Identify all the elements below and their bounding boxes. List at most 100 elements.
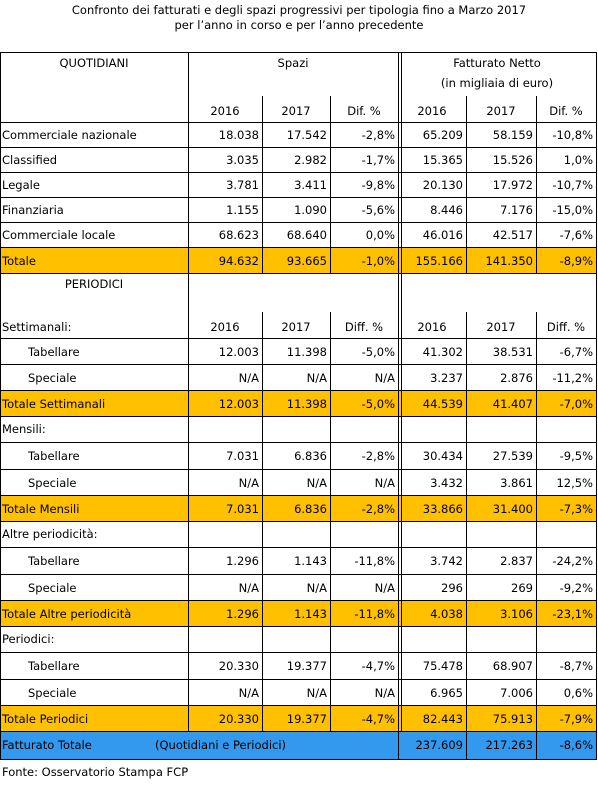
group-label: Altre periodicità:	[2, 527, 98, 541]
cell-value: 15.526	[492, 153, 533, 167]
table-cell	[536, 390, 597, 417]
table-cell	[262, 626, 331, 653]
cell-value: 0,6%	[563, 686, 593, 700]
table-cell	[188, 626, 263, 653]
column-header: Dif. %	[549, 104, 583, 118]
table-cell	[536, 600, 597, 627]
cell-value: -1,0%	[361, 254, 395, 268]
cell-value: 68.623	[218, 228, 259, 242]
cell-value: 3.742	[430, 554, 463, 568]
table-cell	[466, 416, 537, 443]
column-divider	[536, 96, 537, 122]
cell-value: 296	[441, 581, 463, 595]
section-header: QUOTIDIANI	[59, 56, 129, 70]
cell-value: 68.907	[492, 659, 533, 673]
cell-value: 3.861	[500, 476, 533, 490]
row-label: Commerciale locale	[2, 228, 116, 242]
cell-value: 82.443	[422, 712, 463, 726]
column-divider	[330, 312, 331, 338]
cell-value: N/A	[306, 686, 327, 700]
cell-value: 3.106	[500, 607, 533, 621]
cell-value: N/A	[374, 476, 395, 490]
table-cell	[262, 521, 331, 548]
cell-value: 20.330	[218, 659, 259, 673]
cell-value: 12.003	[218, 397, 259, 411]
table-cell	[398, 416, 467, 443]
cell-value: 41.302	[422, 345, 463, 359]
cell-value: N/A	[238, 581, 259, 595]
table-cell	[466, 626, 537, 653]
row-label: Finanziaria	[2, 203, 64, 217]
cell-value: 11.398	[286, 345, 327, 359]
cell-value: 6.836	[294, 502, 327, 516]
table-cell	[262, 416, 331, 443]
cell-value: 3.035	[226, 153, 259, 167]
cell-value: 75.478	[422, 659, 463, 673]
column-divider	[466, 312, 467, 338]
cell-value: -5,6%	[361, 203, 395, 217]
cell-value: -6,7%	[559, 345, 593, 359]
table-cell	[536, 626, 597, 653]
cell-value: 3.432	[430, 476, 463, 490]
cell-value: N/A	[238, 476, 259, 490]
table-cell	[536, 705, 597, 732]
table-cell	[188, 521, 263, 548]
total-label: Totale Periodici	[2, 712, 89, 726]
cell-value: -24,2%	[552, 554, 593, 568]
column-header: 2016	[417, 320, 447, 334]
row-label: Speciale	[28, 686, 77, 700]
cell-value: 18.038	[218, 128, 259, 142]
cell-value: 237.609	[415, 738, 463, 752]
cell-value: 1.296	[226, 607, 259, 621]
cell-value: 6.836	[294, 449, 327, 463]
total-label: Totale	[2, 254, 36, 268]
row-label: Speciale	[28, 476, 77, 490]
cell-value: 1.296	[226, 554, 259, 568]
cell-value: 41.407	[492, 397, 533, 411]
table-cell	[466, 731, 537, 760]
cell-value: -11,8%	[354, 607, 395, 621]
cell-value: N/A	[306, 476, 327, 490]
column-header: 2016	[210, 320, 240, 334]
cell-value: 19.377	[286, 659, 327, 673]
table-cell	[330, 626, 399, 653]
cell-value: 6.965	[430, 686, 463, 700]
cell-value: -5,0%	[361, 397, 395, 411]
cell-value: 12,5%	[556, 476, 593, 490]
table-cell	[536, 521, 597, 548]
cell-value: 7.031	[226, 449, 259, 463]
cell-value: -5,0%	[361, 345, 395, 359]
cell-value: 19.377	[286, 712, 327, 726]
cell-value: 20.330	[218, 712, 259, 726]
cell-value: 31.400	[492, 502, 533, 516]
cell-value: -2,8%	[361, 128, 395, 142]
cell-value: -1,7%	[361, 153, 395, 167]
cell-value: 94.632	[218, 254, 259, 268]
unit-note: (in migliaia di euro)	[440, 76, 554, 90]
column-header: 2016	[417, 104, 447, 118]
table-cell	[398, 626, 467, 653]
cell-value: 33.866	[422, 502, 463, 516]
table-cell	[398, 731, 467, 760]
row-label: Tabellare	[28, 449, 80, 463]
row-label: Legale	[2, 178, 40, 192]
column-header: 2016	[210, 104, 240, 118]
double-border	[401, 52, 402, 731]
total-label: Totale Mensili	[2, 502, 80, 516]
cell-value: 3.781	[226, 178, 259, 192]
cell-value: 1.143	[294, 554, 327, 568]
group-label: Settimanali:	[2, 320, 72, 334]
section-header: PERIODICI	[64, 277, 124, 291]
cell-value: 27.539	[492, 449, 533, 463]
cell-value: 1.143	[294, 607, 327, 621]
table-cell	[536, 731, 597, 760]
table-cell	[0, 247, 189, 274]
cell-value: -7,9%	[559, 712, 593, 726]
row-label: Tabellare	[28, 554, 80, 568]
cell-value: 38.531	[492, 345, 533, 359]
table-cell	[536, 416, 597, 443]
cell-value: 2.876	[500, 371, 533, 385]
column-header: 2017	[486, 320, 516, 334]
column-divider	[262, 96, 263, 122]
